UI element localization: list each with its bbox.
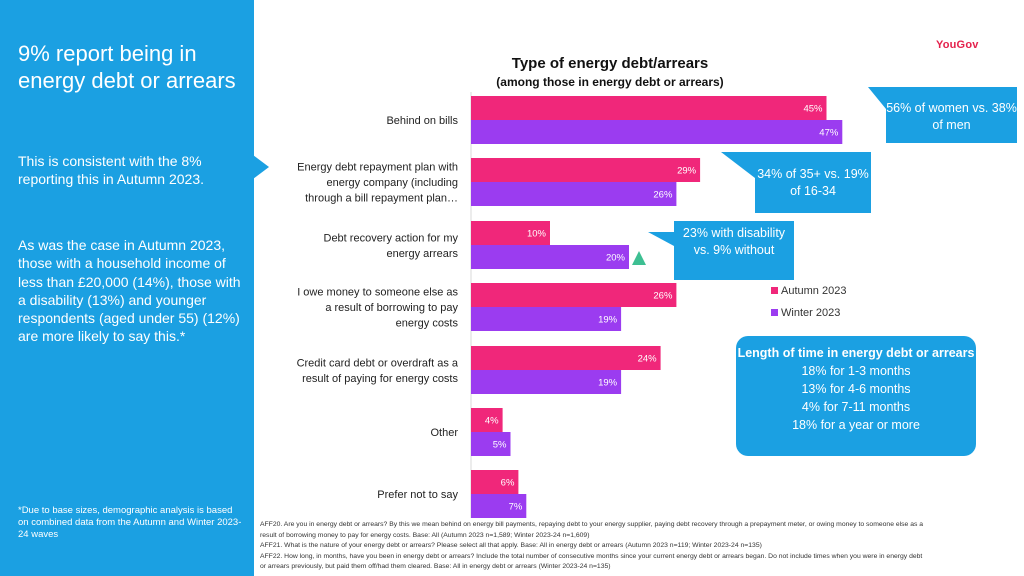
panel-pointer-arrow [253, 155, 269, 179]
footnote-line-4: AFF22. How long, in months, have you bee… [260, 552, 923, 560]
callout-length-line-4: 18% for a year or more [792, 418, 920, 432]
callout-length-line-3: 4% for 7-11 months [801, 400, 911, 414]
footnote-line-1: AFF20. Are you in energy debt or arrears… [260, 521, 924, 528]
summary-panel: 9% report being in energy debt or arrear… [0, 0, 254, 576]
callout-disability-text: 23% with disability vs. 9% without [682, 226, 786, 257]
category-label-1-1: energy company (including [327, 177, 458, 189]
callout-length-line-2: 13% for 4-6 months [801, 382, 911, 396]
bar-autumn-1 [471, 158, 701, 182]
bar-winter-2 [471, 245, 629, 269]
footnote-line-5: or arrears previously, but paid them off… [260, 563, 611, 570]
callout-disability: 23% with disability vs. 9% without [674, 221, 794, 280]
category-label-1-0: Energy debt repayment plan with [297, 162, 458, 174]
category-label-4-0: Credit card debt or overdraft as a [297, 357, 459, 369]
data-label-winter-6: 7% [509, 502, 523, 513]
category-label-3-0: I owe money to someone else as [297, 287, 458, 299]
bar-winter-5 [471, 432, 511, 456]
bar-winter-1 [471, 182, 677, 206]
footnote-line-3: AFF21. What is the nature of your energy… [260, 542, 762, 549]
data-label-autumn-6: 6% [501, 478, 515, 489]
increase-triangle-icon [632, 251, 646, 265]
bar-autumn-2 [471, 221, 550, 245]
data-label-autumn-4: 24% [638, 354, 658, 365]
legend-winter: Winter 2023 [771, 307, 840, 319]
data-label-autumn-5: 4% [485, 416, 499, 427]
callout-disability-pointer [648, 232, 674, 246]
bar-autumn-0 [471, 96, 827, 120]
bar-winter-3 [471, 307, 622, 331]
bar-winter-0 [471, 120, 843, 144]
yougov-logo: YouGov [936, 39, 979, 51]
data-label-winter-5: 5% [493, 440, 507, 451]
callout-age-pointer [721, 152, 755, 178]
survey-footnotes: AFF20. Are you in energy debt or arrears… [260, 520, 1024, 573]
legend-swatch-autumn [771, 287, 778, 294]
category-label-2-0: Debt recovery action for my [324, 232, 459, 244]
data-label-winter-1: 26% [653, 190, 673, 201]
category-label-2-1: energy arrears [386, 248, 458, 260]
page-title: 9% report being in energy debt or arrear… [18, 41, 236, 93]
callout-age: 34% of 35+ vs. 19% of 16-34 [755, 152, 871, 213]
callout-gender: 56% of women vs. 38% of men [886, 87, 1017, 143]
legend-autumn: Autumn 2023 [771, 285, 846, 297]
category-label-3-1: a result of borrowing to pay [325, 302, 458, 314]
summary-paragraph-1: This is consistent with the 8% reporting… [18, 153, 205, 187]
legend-swatch-winter [771, 309, 778, 316]
footnote-line-2: result of borrowing money to pay for ene… [260, 531, 590, 539]
demographic-footnote: *Due to base sizes, demographic analysis… [18, 505, 242, 540]
data-label-winter-0: 47% [819, 128, 839, 139]
chart-title: Type of energy debt/arrears [511, 55, 709, 72]
bar-autumn-5 [471, 408, 503, 432]
category-label-4-1: result of paying for energy costs [302, 373, 458, 385]
data-label-autumn-3: 26% [653, 291, 673, 302]
data-label-autumn-1: 29% [677, 166, 697, 177]
callout-length-line-1: 18% for 1-3 months [801, 364, 911, 378]
callout-length-heading: Length of time in energy debt or arrears [737, 346, 975, 360]
data-label-winter-2: 20% [606, 253, 626, 264]
callout-age-text: 34% of 35+ vs. 19% of 16-34 [757, 167, 869, 198]
category-label-6-0: Prefer not to say [377, 489, 458, 501]
category-label-3-2: energy costs [396, 318, 459, 330]
data-label-winter-3: 19% [598, 315, 618, 326]
chart-subtitle: (among those in energy debt or arrears) [496, 75, 724, 89]
callout-length-of-time: Length of time in energy debt or arrears… [736, 336, 976, 456]
category-label-5-0: Other [430, 427, 458, 439]
legend-label-autumn: Autumn 2023 [781, 285, 847, 297]
bar-winter-6 [471, 494, 527, 518]
data-label-winter-4: 19% [598, 378, 618, 389]
bar-autumn-4 [471, 346, 661, 370]
callout-gender-pointer [868, 87, 886, 109]
data-label-autumn-0: 45% [803, 104, 823, 115]
category-label-0-0: Behind on bills [386, 115, 458, 127]
data-label-autumn-2: 10% [527, 229, 547, 240]
category-label-1-2: through a bill repayment plan… [305, 193, 458, 205]
bar-autumn-6 [471, 470, 519, 494]
summary-paragraph-2: As was the case in Autumn 2023, those wi… [18, 237, 241, 345]
callout-gender-text: 56% of women vs. 38% of men [886, 101, 1017, 132]
legend-label-winter: Winter 2023 [781, 307, 841, 319]
bar-autumn-3 [471, 283, 677, 307]
bar-winter-4 [471, 370, 622, 394]
